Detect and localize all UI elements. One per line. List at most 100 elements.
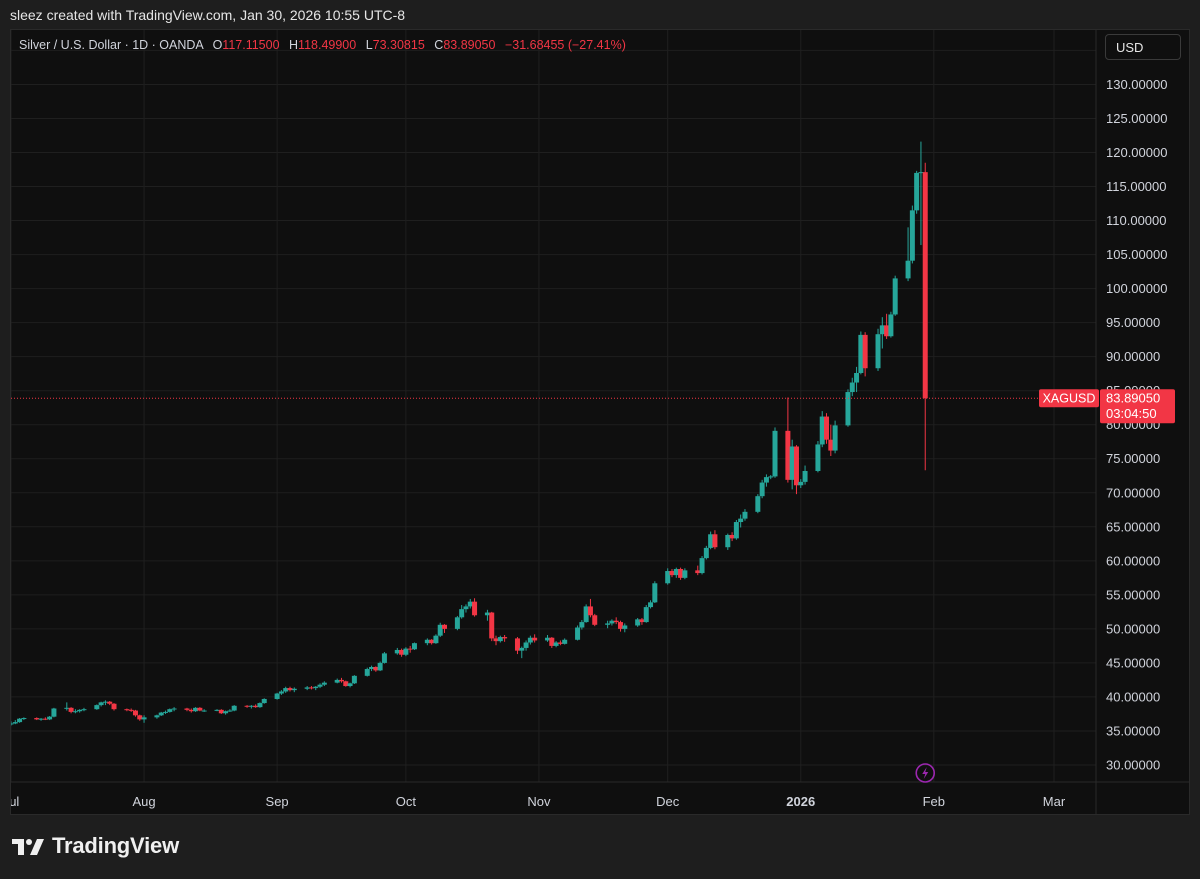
candle-body <box>167 709 173 712</box>
candle-body <box>617 622 623 629</box>
candle-body <box>699 558 705 574</box>
countdown-label: 03:04:50 <box>1106 406 1157 421</box>
y-tick-label: 115.00000 <box>1106 179 1167 194</box>
x-tick-label: Mar <box>1043 794 1066 809</box>
candle-body <box>729 534 735 539</box>
x-tick-label: 2026 <box>786 794 815 809</box>
low-label: L <box>365 38 373 52</box>
candle-body <box>609 620 615 624</box>
candle-body <box>802 470 808 482</box>
candle-body <box>733 522 739 539</box>
candle-body <box>639 619 645 623</box>
candle-body <box>673 568 679 576</box>
candle-body <box>454 617 460 629</box>
candle-body <box>394 649 400 654</box>
candle-body <box>411 643 417 650</box>
candle-body <box>373 666 379 671</box>
candle-body <box>11 723 14 725</box>
x-tick-label: Dec <box>656 794 680 809</box>
candle-body <box>798 481 804 486</box>
candle-body <box>399 649 405 655</box>
candle-body <box>768 476 774 478</box>
candle-body <box>858 334 864 373</box>
y-tick-label: 105.00000 <box>1106 247 1167 262</box>
candle-body <box>124 709 130 711</box>
candle-body <box>12 722 18 724</box>
currency-button[interactable]: USD <box>1105 34 1181 60</box>
candle-body <box>377 662 383 671</box>
candle-body <box>351 675 357 684</box>
candle-body <box>497 637 503 642</box>
candle-body <box>763 477 769 483</box>
candle-body <box>248 705 254 707</box>
candle-body <box>201 710 207 712</box>
candle-body <box>369 666 375 670</box>
candle-body <box>253 705 259 708</box>
y-tick-label: 55.00000 <box>1106 587 1160 602</box>
candle-body <box>862 334 868 369</box>
candle-body <box>102 701 108 703</box>
candle-body <box>214 709 220 711</box>
candle-body <box>772 430 778 477</box>
candle-body <box>274 693 280 699</box>
candle-body <box>785 430 791 480</box>
chart-panel[interactable]: Silver / U.S. Dollar · 1D · OANDA O117.1… <box>10 29 1190 815</box>
y-tick-label: 95.00000 <box>1106 315 1160 330</box>
y-tick-label: 120.00000 <box>1106 145 1167 160</box>
candle-body <box>905 260 911 279</box>
candle-body <box>652 583 658 603</box>
change-value: −31.68455 (−27.41%) <box>504 38 626 52</box>
candle-body <box>257 703 263 708</box>
candle-body <box>519 647 525 651</box>
candle-body <box>347 683 353 687</box>
y-tick-label: 30.00000 <box>1106 757 1160 772</box>
candle-body <box>635 619 641 626</box>
symbol-description[interactable]: Silver / U.S. Dollar · 1D · OANDA <box>19 38 204 52</box>
candle-body <box>669 571 675 576</box>
candle-body <box>137 715 143 720</box>
candlestick-chart[interactable]: 30.00000 35.00000 40.00000 45.00000 50.00000… <box>11 30 1189 814</box>
y-tick-label: 70.00000 <box>1106 485 1160 500</box>
open-label: O <box>212 38 223 52</box>
brand-name: TradingView <box>52 833 179 858</box>
candle-body <box>72 711 78 713</box>
candle-body <box>261 698 267 704</box>
x-tick-label: Sep <box>266 794 289 809</box>
candle-body <box>579 622 585 628</box>
y-tick-label: 90.00000 <box>1106 349 1160 364</box>
candle-body <box>77 709 83 712</box>
x-tick-label: Nov <box>527 794 551 809</box>
candle-body <box>403 648 409 655</box>
y-tick-label: 125.00000 <box>1106 111 1167 126</box>
candle-body <box>742 511 748 519</box>
candle-body <box>193 707 199 712</box>
y-tick-label: 130.00000 <box>1106 77 1167 92</box>
x-tick-label: Feb <box>923 794 945 809</box>
symbol-tag <box>1039 389 1099 408</box>
candle-body <box>502 637 508 639</box>
candle-body <box>407 648 413 650</box>
y-tick-label: 60.00000 <box>1106 553 1160 568</box>
candle-body <box>875 334 881 369</box>
candle-body <box>854 372 860 383</box>
candle-body <box>918 172 924 174</box>
candle-body <box>184 708 190 710</box>
candle-body <box>338 679 344 682</box>
candle-body <box>21 718 27 720</box>
candle-body <box>532 637 538 641</box>
candle-body <box>755 496 761 512</box>
event-marker-icon <box>915 763 936 783</box>
candle-body <box>575 627 581 640</box>
candle-body <box>51 708 57 717</box>
candle-body <box>424 639 430 644</box>
chart-caption: sleez created with TradingView.com, Jan … <box>10 7 406 23</box>
candle-body <box>429 639 435 644</box>
candle-body <box>141 717 147 720</box>
candle-body <box>888 314 894 337</box>
y-tick-label: 65.00000 <box>1106 519 1160 534</box>
candle-body <box>622 625 628 629</box>
candle-body <box>283 688 289 692</box>
candle-body <box>879 325 885 335</box>
close-label: C <box>434 38 444 52</box>
candle-body <box>98 702 104 706</box>
